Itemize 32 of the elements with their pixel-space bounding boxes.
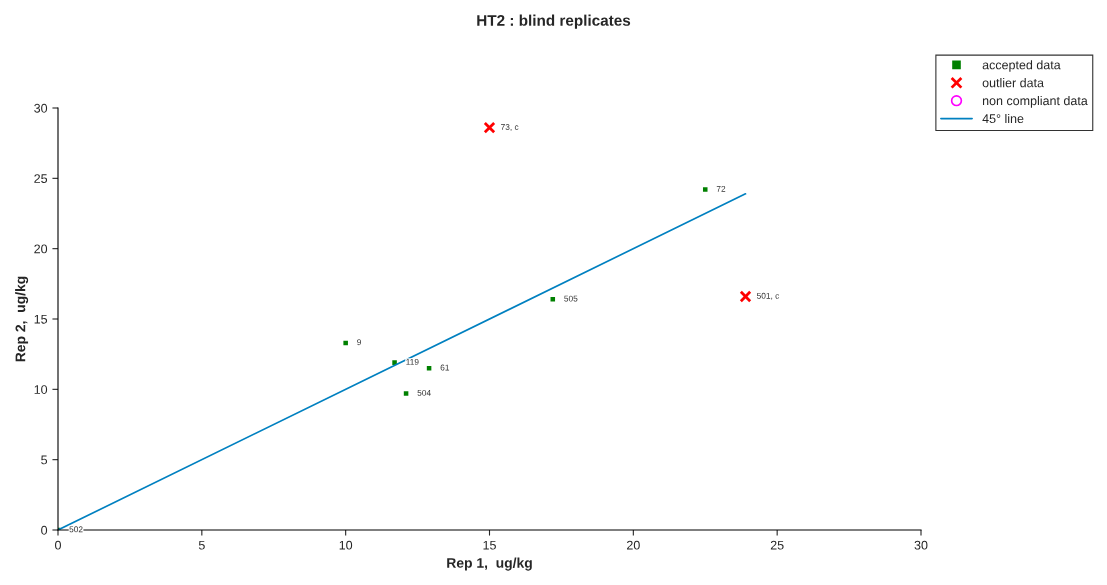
annotation: 61 bbox=[440, 364, 450, 371]
x-axis-title: Rep 1, ug/kg bbox=[447, 557, 532, 571]
y-axis-title: Rep 2, ug/kg bbox=[15, 276, 29, 362]
x-tick-label: 15 bbox=[483, 540, 496, 550]
annotation: 502 bbox=[69, 526, 83, 533]
x-tick-label: 10 bbox=[339, 540, 353, 550]
point bbox=[483, 121, 496, 134]
annotation: 9 bbox=[357, 339, 362, 346]
annotation: 504 bbox=[417, 389, 431, 396]
y-tick-label: 30 bbox=[34, 103, 48, 113]
y-tick-label: 10 bbox=[34, 385, 48, 394]
x-tick-label: 0 bbox=[55, 540, 61, 550]
x-tick-label: 30 bbox=[914, 540, 928, 550]
y-tick-label: 0 bbox=[41, 525, 48, 535]
legend-label: 45° line bbox=[982, 113, 1024, 124]
x-tick-label: 5 bbox=[198, 540, 205, 550]
y-tick-label: 20 bbox=[34, 244, 48, 254]
y-tick-label: 15 bbox=[34, 314, 48, 324]
annotation: 72 bbox=[716, 185, 726, 192]
y-tick-label: 25 bbox=[34, 174, 48, 183]
chart-title: HT2 : blind replicates bbox=[477, 14, 631, 29]
legend-label: outlier data bbox=[982, 78, 1044, 88]
annotation: 505 bbox=[564, 295, 578, 302]
legend-label: non compliant data bbox=[982, 95, 1088, 108]
x-tick-label: 20 bbox=[627, 540, 640, 550]
annotation: 119 bbox=[406, 358, 419, 365]
point bbox=[739, 290, 752, 303]
annotation: 501, c bbox=[756, 292, 780, 300]
y-tick-label: 5 bbox=[41, 455, 48, 465]
annotation: 73, c bbox=[501, 124, 519, 131]
legend-label: accepted data bbox=[982, 60, 1061, 72]
x-tick-label: 25 bbox=[770, 540, 784, 550]
